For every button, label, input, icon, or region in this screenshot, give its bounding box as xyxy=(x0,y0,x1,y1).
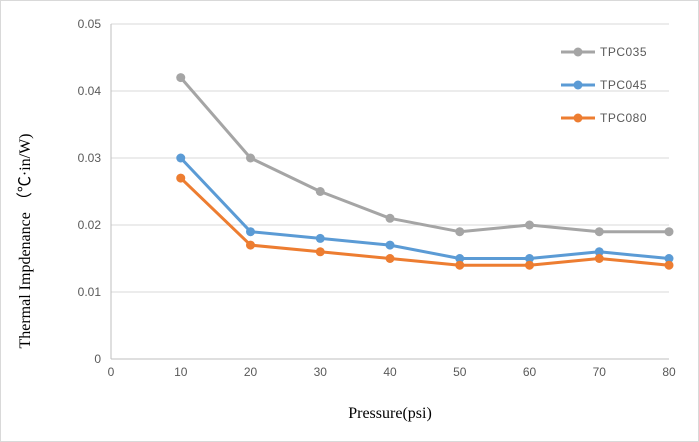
data-point-TPC045-40[interactable] xyxy=(385,240,395,250)
x-tick-label: 30 xyxy=(314,365,328,379)
y-tick-label: 0.01 xyxy=(78,285,102,299)
series-line-TPC080[interactable] xyxy=(179,176,671,267)
data-point-TPC035-30[interactable] xyxy=(315,187,325,196)
data-point-TPC035-40[interactable] xyxy=(385,213,395,223)
data-point-TPC080-10[interactable] xyxy=(176,173,186,183)
x-tick-label: 60 xyxy=(523,365,537,379)
data-point-TPC080-70[interactable] xyxy=(594,254,604,263)
y-axis-title: Thermal Impdenance （℃·in/W) xyxy=(17,133,34,349)
x-tick-label: 80 xyxy=(662,365,676,379)
y-tick-label: 0.04 xyxy=(78,84,102,98)
x-tick-label: 0 xyxy=(108,365,115,379)
data-point-TPC035-10[interactable] xyxy=(176,73,186,83)
data-point-TPC045-80[interactable] xyxy=(664,254,674,263)
y-tick-label: 0.03 xyxy=(78,151,102,165)
legend-line-marker-icon xyxy=(561,113,595,123)
data-point-TPC080-30[interactable] xyxy=(315,247,325,257)
legend-label: TPC035 xyxy=(600,45,648,59)
data-point-TPC035-60[interactable] xyxy=(525,220,534,230)
data-point-TPC045-30[interactable] xyxy=(315,233,325,243)
x-tick-label: 70 xyxy=(593,365,607,379)
x-tick-label: 20 xyxy=(244,365,258,379)
legend-line-marker-icon xyxy=(561,47,595,57)
data-point-TPC035-50[interactable] xyxy=(455,227,465,237)
data-point-TPC080-60[interactable] xyxy=(525,260,534,270)
data-point-TPC045-10[interactable] xyxy=(176,153,186,163)
data-point-TPC035-80[interactable] xyxy=(664,227,674,237)
y-tick-label: 0 xyxy=(94,352,101,366)
data-point-TPC080-80[interactable] xyxy=(664,260,674,270)
legend-line-marker-icon xyxy=(561,80,595,90)
legend-item-TPC080[interactable]: TPC080 xyxy=(561,111,648,125)
x-tick-label: 10 xyxy=(174,365,188,379)
legend-item-TPC035[interactable]: TPC035 xyxy=(561,45,648,59)
data-point-TPC045-20[interactable] xyxy=(246,227,255,237)
y-tick-label: 0.05 xyxy=(78,17,102,31)
legend-label: TPC080 xyxy=(600,111,648,125)
series-line-TPC045[interactable] xyxy=(179,156,671,260)
data-point-TPC080-20[interactable] xyxy=(246,240,255,250)
data-point-TPC035-70[interactable] xyxy=(594,227,604,237)
legend-label: TPC045 xyxy=(600,78,648,92)
x-tick-label: 50 xyxy=(453,365,467,379)
series-line-TPC035[interactable] xyxy=(179,76,671,234)
data-point-TPC080-50[interactable] xyxy=(455,260,465,270)
x-axis-title: Pressure(psi) xyxy=(348,405,432,422)
data-point-TPC080-40[interactable] xyxy=(385,254,395,263)
data-point-TPC045-70[interactable] xyxy=(594,247,604,257)
x-tick-label: 40 xyxy=(383,365,397,379)
data-point-TPC045-50[interactable] xyxy=(455,254,465,263)
data-point-TPC045-60[interactable] xyxy=(525,254,534,263)
legend-item-TPC045[interactable]: TPC045 xyxy=(561,78,648,92)
chart-legend: TPC035 TPC045 TPC080 xyxy=(561,45,648,125)
data-point-TPC035-20[interactable] xyxy=(246,153,255,163)
y-tick-label: 0.02 xyxy=(78,218,102,232)
